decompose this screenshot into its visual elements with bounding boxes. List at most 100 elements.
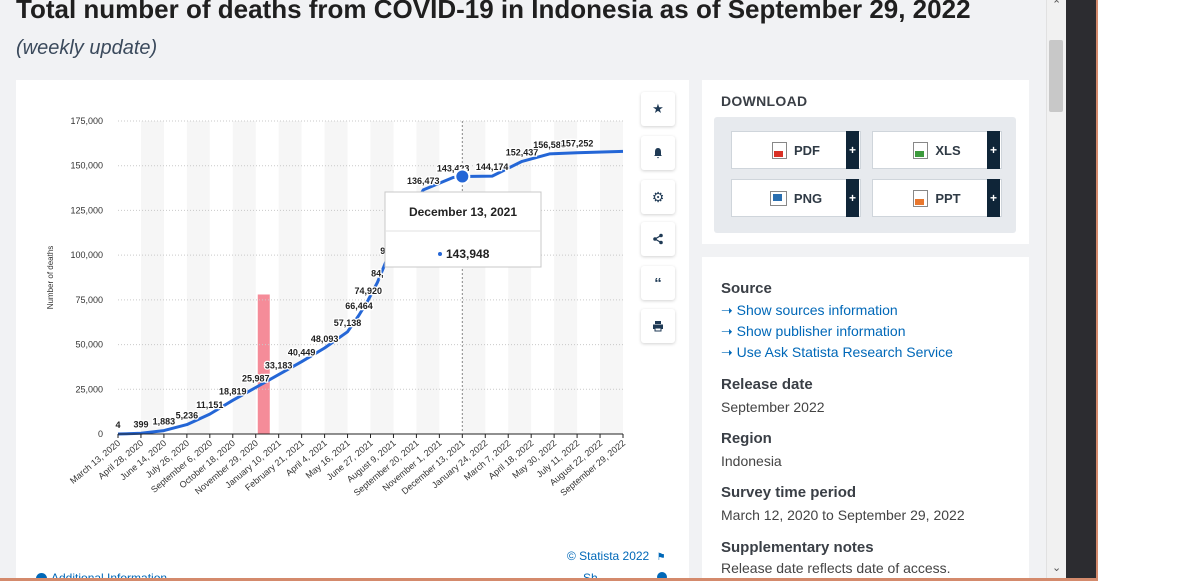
download-ppt-button[interactable]: PPT	[872, 179, 1002, 217]
plus-icon: +	[848, 191, 856, 205]
info-card: Source ➝ Show sources information ➝ Show…	[702, 257, 1029, 581]
settings-button[interactable]: ⚙	[641, 180, 675, 214]
supplementary-notes-heading: Supplementary notes	[721, 539, 874, 556]
window-border	[0, 578, 1098, 581]
xls-more-button[interactable]: +	[987, 131, 1000, 169]
page-subtitle: (weekly update)	[16, 37, 158, 59]
share-button[interactable]	[641, 222, 675, 256]
share-icon	[653, 233, 663, 245]
region-value: Indonesia	[721, 453, 782, 469]
tooltip-series-dot	[438, 252, 442, 256]
data-label: 40,449	[288, 348, 316, 358]
release-date-value: September 2022	[721, 399, 825, 415]
source-heading: Source	[721, 280, 772, 297]
series-line	[117, 149, 624, 436]
quote-icon: “	[654, 274, 662, 292]
show-sources-link[interactable]: ➝ Show sources information	[721, 302, 898, 319]
flag-icon: ⚑	[656, 552, 666, 563]
release-date-heading: Release date	[721, 376, 813, 393]
info-circle-icon	[36, 573, 47, 581]
print-icon	[653, 321, 663, 332]
ppt-more-button[interactable]: +	[987, 179, 1000, 217]
favorite-button[interactable]: ★	[641, 92, 675, 126]
data-label: 74,920	[354, 286, 382, 296]
ask-statista-link[interactable]: ➝ Use Ask Statista Research Service	[721, 344, 953, 361]
tooltip-box	[384, 191, 542, 268]
xls-label: XLS	[935, 142, 961, 158]
y-tick-label: 125,000	[70, 205, 103, 215]
ppt-label: PPT	[935, 190, 961, 206]
y-tick-label: 150,000	[70, 161, 103, 171]
data-label: 157,252	[561, 139, 594, 149]
highlight-band	[257, 294, 270, 434]
download-pdf-button[interactable]: PDF	[731, 131, 861, 169]
data-label: 152,437	[506, 147, 539, 157]
png-more-button[interactable]: +	[846, 179, 859, 217]
data-label: 5,236	[176, 411, 199, 421]
desktop-background	[1098, 0, 1200, 581]
data-label: 144,174	[476, 162, 509, 172]
pdf-file-icon	[772, 141, 787, 159]
hover-marker	[454, 168, 471, 185]
y-tick-label: 50,000	[75, 340, 103, 350]
scrollbar-thumb[interactable]	[1049, 40, 1063, 112]
page-scrollbar[interactable]: ⌃ ⌄	[1046, 0, 1067, 581]
data-label: 156,586	[533, 140, 566, 150]
page-title: Total number of deaths from COVID-19 in …	[16, 0, 971, 24]
bell-icon	[654, 148, 662, 159]
plus-icon: +	[848, 143, 856, 157]
data-label: 84,	[371, 268, 384, 278]
show-source-link[interactable]: Sh	[583, 571, 598, 581]
download-xls-button[interactable]: XLS	[872, 131, 1002, 169]
scroll-up-icon[interactable]: ⌃	[1052, 0, 1062, 11]
notification-button[interactable]	[641, 136, 675, 170]
window-edge	[1066, 0, 1098, 581]
data-label: 57,138	[334, 318, 362, 328]
background-stripe	[324, 121, 348, 434]
additional-information-link[interactable]: Additional Information	[36, 571, 167, 581]
scroll-down-icon[interactable]: ⌄	[1052, 562, 1062, 574]
chart-card: 4 399 1,883 5,236 11,151 18,819 25,987 33,183 40…	[16, 80, 689, 581]
y-tick-label: 175,000	[70, 116, 103, 126]
survey-period-heading: Survey time period	[721, 484, 857, 501]
download-card: DOWNLOAD PDF + XLS + PNG + PPT +	[702, 80, 1029, 244]
background-stripe	[186, 121, 210, 434]
statista-credit[interactable]: © Statista 2022 ⚑	[567, 549, 666, 563]
pdf-label: PDF	[794, 142, 820, 158]
additional-label: Additional Information	[51, 571, 168, 581]
data-label: 25,987	[242, 374, 270, 384]
y-tick-label: 75,000	[75, 295, 103, 305]
data-label: 1,883	[153, 417, 176, 427]
background-stripe	[600, 121, 623, 434]
info-dot-icon[interactable]	[657, 572, 667, 581]
tooltip-value: 143,948	[446, 247, 490, 261]
arrow-right-icon: ➝	[721, 302, 733, 318]
print-button[interactable]	[641, 309, 675, 343]
credit-text: © Statista 2022	[567, 549, 650, 563]
page: Total number of deaths from COVID-19 in …	[16, 0, 1029, 581]
data-label: 66,464	[345, 301, 373, 311]
data-label: 4	[115, 420, 120, 430]
download-png-button[interactable]: PNG	[731, 179, 861, 217]
survey-period-value: March 12, 2020 to September 29, 2022	[721, 507, 965, 523]
background-stripe	[232, 121, 256, 434]
link-label: Show publisher information	[736, 323, 906, 339]
link-label: Use Ask Statista Research Service	[736, 344, 953, 360]
show-publisher-link[interactable]: ➝ Show publisher information	[721, 323, 906, 340]
background-stripe	[554, 121, 578, 434]
y-axis-label: Number of deaths	[46, 246, 55, 310]
y-tick-label: 0	[98, 429, 103, 439]
plus-icon: +	[989, 191, 997, 205]
cite-button[interactable]: “	[641, 266, 675, 300]
arrow-right-icon: ➝	[721, 323, 733, 339]
png-label: PNG	[793, 190, 823, 206]
star-icon: ★	[652, 101, 664, 116]
background-stripe	[278, 121, 302, 434]
show-label: Sh	[583, 571, 598, 581]
data-label: 48,093	[311, 334, 339, 344]
pdf-more-button[interactable]: +	[846, 131, 859, 169]
region-heading: Region	[721, 430, 772, 447]
link-label: Show sources information	[736, 302, 898, 318]
xls-file-icon	[913, 141, 929, 159]
